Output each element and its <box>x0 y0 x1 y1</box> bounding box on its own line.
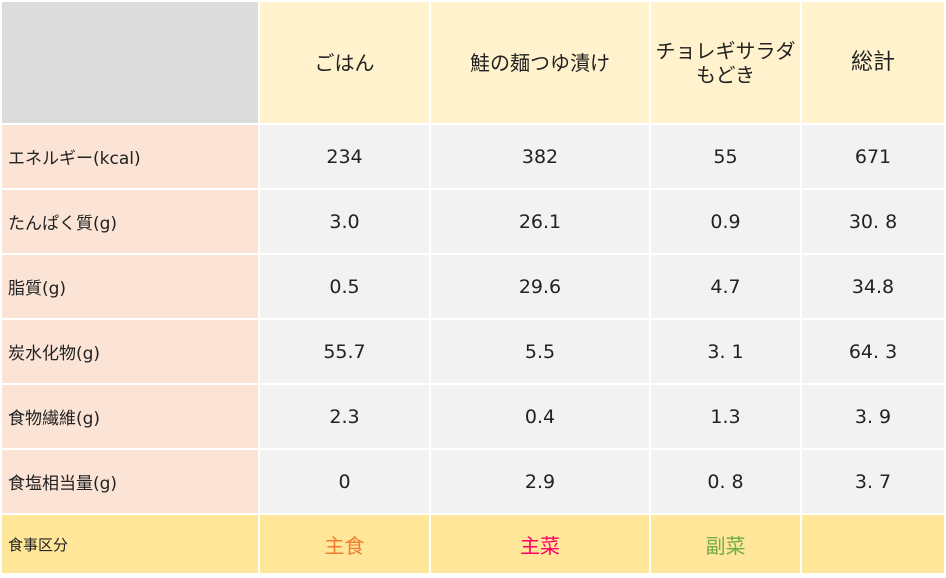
table-row: 食物繊維(g) 2.3 0.4 1.3 3. 9 <box>2 385 944 448</box>
table-cell: 0.4 <box>431 385 649 448</box>
footer-row: 食事区分 主食 主菜 副菜 <box>2 515 944 573</box>
table-cell: 0.9 <box>651 190 800 253</box>
table-cell: 4.7 <box>651 255 800 318</box>
table-cell: 3. 1 <box>651 320 800 383</box>
table-row: 食塩相当量(g) 0 2.9 0. 8 3. 7 <box>2 450 944 513</box>
meal-category-total <box>802 515 944 573</box>
row-label-salt: 食塩相当量(g) <box>2 450 258 513</box>
table-cell: 0. 8 <box>651 450 800 513</box>
col-header-rice: ごはん <box>260 2 429 123</box>
table-cell: 55 <box>651 125 800 188</box>
table-cell: 2.3 <box>260 385 429 448</box>
table-row: 炭水化物(g) 55.7 5.5 3. 1 64. 3 <box>2 320 944 383</box>
meal-category-staple: 主食 <box>260 515 429 573</box>
table-cell: 3. 9 <box>802 385 944 448</box>
col-header-total: 総計 <box>802 2 944 123</box>
table-cell: 29.6 <box>431 255 649 318</box>
table-cell: 2.9 <box>431 450 649 513</box>
table-cell: 30. 8 <box>802 190 944 253</box>
table-row: 脂質(g) 0.5 29.6 4.7 34.8 <box>2 255 944 318</box>
table-cell: 3. 7 <box>802 450 944 513</box>
corner-cell <box>2 2 258 123</box>
col-header-salmon: 鮭の麺つゆ漬け <box>431 2 649 123</box>
col-header-salad: チョレギサラダ もどき <box>651 2 800 123</box>
table-cell: 3.0 <box>260 190 429 253</box>
table-cell: 26.1 <box>431 190 649 253</box>
row-label-energy: エネルギー(kcal) <box>2 125 258 188</box>
table-cell: 55.7 <box>260 320 429 383</box>
table-row: たんぱく質(g) 3.0 26.1 0.9 30. 8 <box>2 190 944 253</box>
row-label-protein: たんぱく質(g) <box>2 190 258 253</box>
table-cell: 0.5 <box>260 255 429 318</box>
meal-category-side: 副菜 <box>651 515 800 573</box>
table-row: エネルギー(kcal) 234 382 55 671 <box>2 125 944 188</box>
table-cell: 382 <box>431 125 649 188</box>
table-cell: 64. 3 <box>802 320 944 383</box>
row-label-carbs: 炭水化物(g) <box>2 320 258 383</box>
header-row: ごはん 鮭の麺つゆ漬け チョレギサラダ もどき 総計 <box>2 2 944 123</box>
meal-category-main: 主菜 <box>431 515 649 573</box>
table-cell: 671 <box>802 125 944 188</box>
table-cell: 234 <box>260 125 429 188</box>
table-cell: 34.8 <box>802 255 944 318</box>
table-cell: 1.3 <box>651 385 800 448</box>
table-cell: 5.5 <box>431 320 649 383</box>
row-label-fiber: 食物繊維(g) <box>2 385 258 448</box>
table-cell: 0 <box>260 450 429 513</box>
row-label-fat: 脂質(g) <box>2 255 258 318</box>
row-label-meal-category: 食事区分 <box>2 515 258 573</box>
